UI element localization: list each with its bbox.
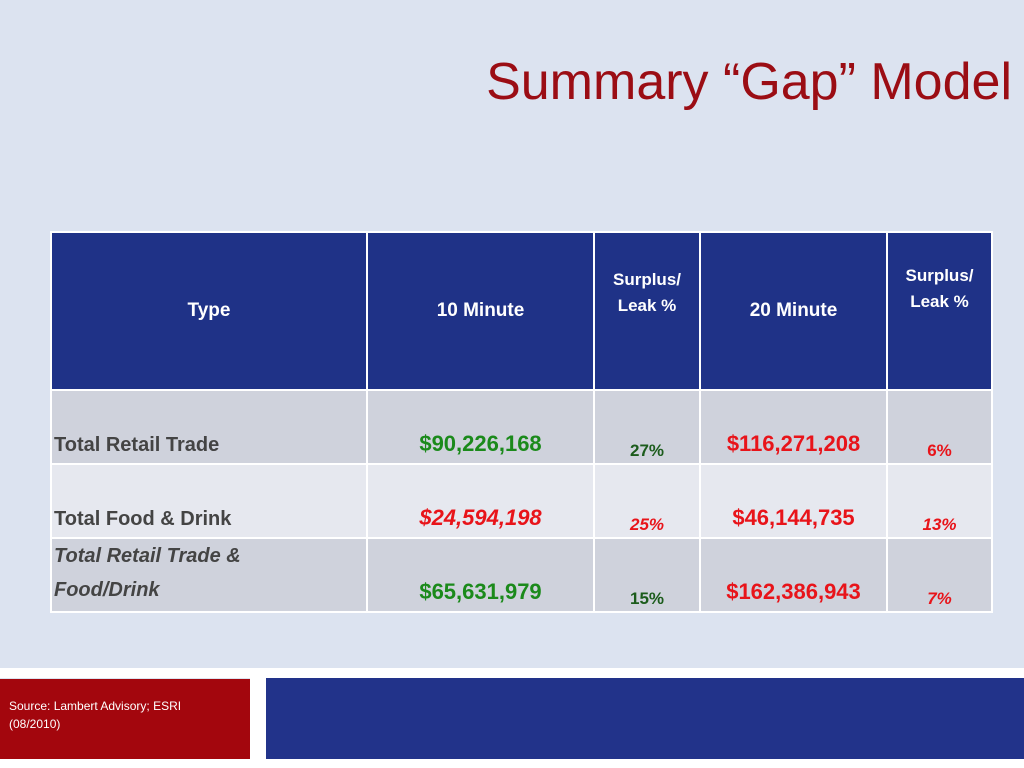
- header-surplus-leak-20: Surplus/ Leak %: [886, 231, 993, 391]
- table-row: Total Retail Trade $90,226,168 27% $116,…: [50, 389, 993, 465]
- row-type: Total Retail Trade: [50, 389, 368, 465]
- value-10-minute: $65,631,979: [366, 537, 595, 613]
- pct-10-minute: 25%: [593, 463, 701, 539]
- header-20-minute: 20 Minute: [699, 231, 888, 391]
- value-20-minute: $46,144,735: [699, 463, 888, 539]
- value-10-minute: $90,226,168: [366, 389, 595, 465]
- header-leak-label: Leak %: [910, 292, 969, 311]
- value-20-minute: $116,271,208: [699, 389, 888, 465]
- value-10-minute: $24,594,198: [366, 463, 595, 539]
- header-leak-label: Leak %: [617, 296, 677, 315]
- pct-10-minute: 27%: [593, 389, 701, 465]
- pct-10-minute: 15%: [593, 537, 701, 613]
- gap-model-table: Type 10 Minute Surplus/ Leak % 20 Minute…: [50, 231, 993, 613]
- table-row: Total Retail Trade & Food/Drink $65,631,…: [50, 537, 993, 613]
- header-surplus-label: Surplus/: [905, 266, 974, 285]
- header-type: Type: [50, 231, 368, 391]
- pct-20-minute: 6%: [886, 389, 993, 465]
- pct-20-minute: 13%: [886, 463, 993, 539]
- header-surplus-label: Surplus/: [612, 270, 681, 289]
- row-type-line1: Total Retail Trade &: [54, 545, 241, 567]
- pct-20-minute: 7%: [886, 537, 993, 613]
- footer-source-panel: Source: Lambert Advisory; ESRI (08/2010): [0, 679, 250, 759]
- row-type-line2: Food/Drink: [54, 579, 160, 601]
- table-row: Total Food & Drink $24,594,198 25% $46,1…: [50, 463, 993, 539]
- row-type: Total Food & Drink: [50, 463, 368, 539]
- value-20-minute: $162,386,943: [699, 537, 888, 613]
- slide-title: Summary “Gap” Model: [486, 53, 1012, 111]
- footer-divider: [0, 668, 1024, 678]
- table-header-row: Type 10 Minute Surplus/ Leak % 20 Minute…: [50, 231, 993, 391]
- row-type: Total Retail Trade & Food/Drink: [50, 537, 368, 613]
- footer-bottom-strip: [0, 759, 1024, 768]
- footer-gap: [250, 678, 266, 759]
- source-note: Source: Lambert Advisory; ESRI (08/2010): [9, 699, 182, 731]
- footer-blue-band: [266, 678, 1024, 759]
- header-surplus-leak-10: Surplus/ Leak %: [593, 231, 701, 391]
- header-10-minute: 10 Minute: [366, 231, 595, 391]
